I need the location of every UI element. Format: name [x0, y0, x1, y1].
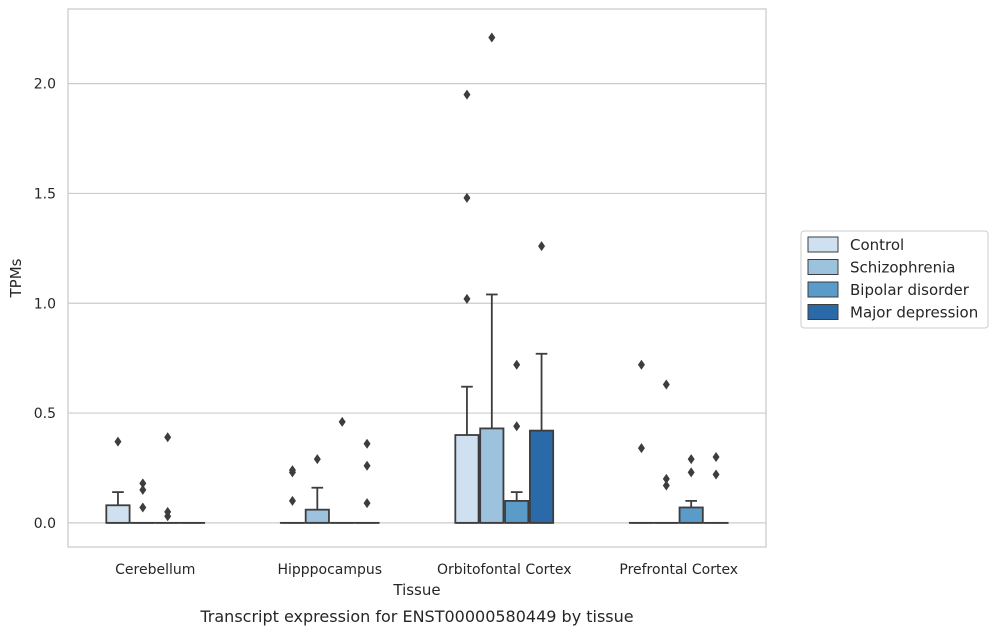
box-body [678, 506, 704, 524]
outlier-point [488, 32, 496, 43]
outlier-point [513, 359, 521, 370]
legend-frame [800, 230, 989, 329]
outlier-point [463, 89, 471, 100]
box-group [329, 416, 355, 524]
boxes-group [105, 32, 729, 524]
box-group [628, 359, 654, 524]
box-group [155, 432, 181, 524]
outlier-point [637, 359, 645, 370]
outlier-point [463, 293, 471, 304]
y-tick-label: 0.0 [34, 516, 56, 532]
outlier-point [513, 421, 521, 432]
box-body [529, 429, 555, 524]
y-tick-labels: 0.0 0.5 1.0 1.5 2.0 [34, 77, 56, 532]
y-tick-label: 2.0 [34, 77, 56, 93]
legend-swatch [807, 304, 839, 320]
outlier-point [712, 469, 720, 480]
legend-label: Control [850, 236, 904, 254]
legend-swatch [807, 259, 839, 275]
outlier-point [363, 460, 371, 471]
y-tick-label: 1.0 [34, 296, 56, 312]
outlier-point [288, 495, 296, 506]
outlier-point [139, 478, 147, 489]
outlier-point [712, 451, 720, 462]
box-body [504, 499, 530, 524]
legend: Control Schizophrenia Bipolar disorder Majo… [800, 230, 989, 329]
box-body [105, 504, 131, 524]
outlier-point [288, 465, 296, 476]
outlier-point [637, 443, 645, 454]
box-body [304, 508, 330, 524]
outlier-point [662, 473, 670, 484]
box-group [504, 359, 530, 524]
x-tick-label: Prefrontal Cortex [619, 562, 738, 578]
box-group [653, 379, 679, 524]
legend-label: Bipolar disorder [850, 281, 970, 299]
outlier-point [363, 438, 371, 449]
outlier-point [662, 379, 670, 390]
y-tick-label: 0.5 [34, 406, 56, 422]
outlier-point [139, 484, 147, 495]
legend-label: Schizophrenia [850, 259, 955, 277]
outlier-point [538, 241, 546, 252]
box-group [354, 438, 380, 524]
x-axis-title: Tissue [392, 581, 440, 599]
x-tick-labels: Cerebellum Hipppocampus Orbitofontal Corte… [115, 562, 738, 578]
box-body [479, 427, 505, 524]
box-group [529, 241, 555, 524]
outlier-point [114, 436, 122, 447]
box-body [454, 434, 480, 524]
grid-lines [68, 83, 766, 524]
box-group [703, 451, 729, 524]
box-group [479, 32, 505, 524]
x-tick-label: Cerebellum [115, 562, 195, 578]
outlier-point [687, 467, 695, 478]
x-tick-label: Hipppocampus [277, 562, 382, 578]
outlier-point [363, 498, 371, 509]
box-group [454, 89, 480, 524]
x-tick-label: Orbitofontal Cortex [437, 562, 572, 578]
outlier-point [662, 480, 670, 491]
box-group [105, 436, 131, 524]
outlier-point [338, 416, 346, 427]
legend-label: Major depression [850, 304, 978, 322]
outlier-point [164, 432, 172, 443]
legend-swatch [807, 236, 839, 253]
outlier-point [313, 454, 321, 465]
box-group [304, 454, 330, 524]
box-group [279, 465, 305, 524]
outlier-point [164, 506, 172, 517]
plot-frame [67, 8, 767, 548]
legend-swatch [807, 281, 839, 298]
box-group [678, 454, 704, 524]
chart-caption: Transcript expression for ENST0000058044… [199, 607, 633, 626]
outlier-point [687, 454, 695, 465]
y-axis-title: TPMs [7, 258, 25, 298]
y-tick-label: 1.5 [34, 186, 56, 202]
outlier-point [139, 502, 147, 513]
box-group [130, 478, 156, 524]
outlier-point [463, 192, 471, 203]
